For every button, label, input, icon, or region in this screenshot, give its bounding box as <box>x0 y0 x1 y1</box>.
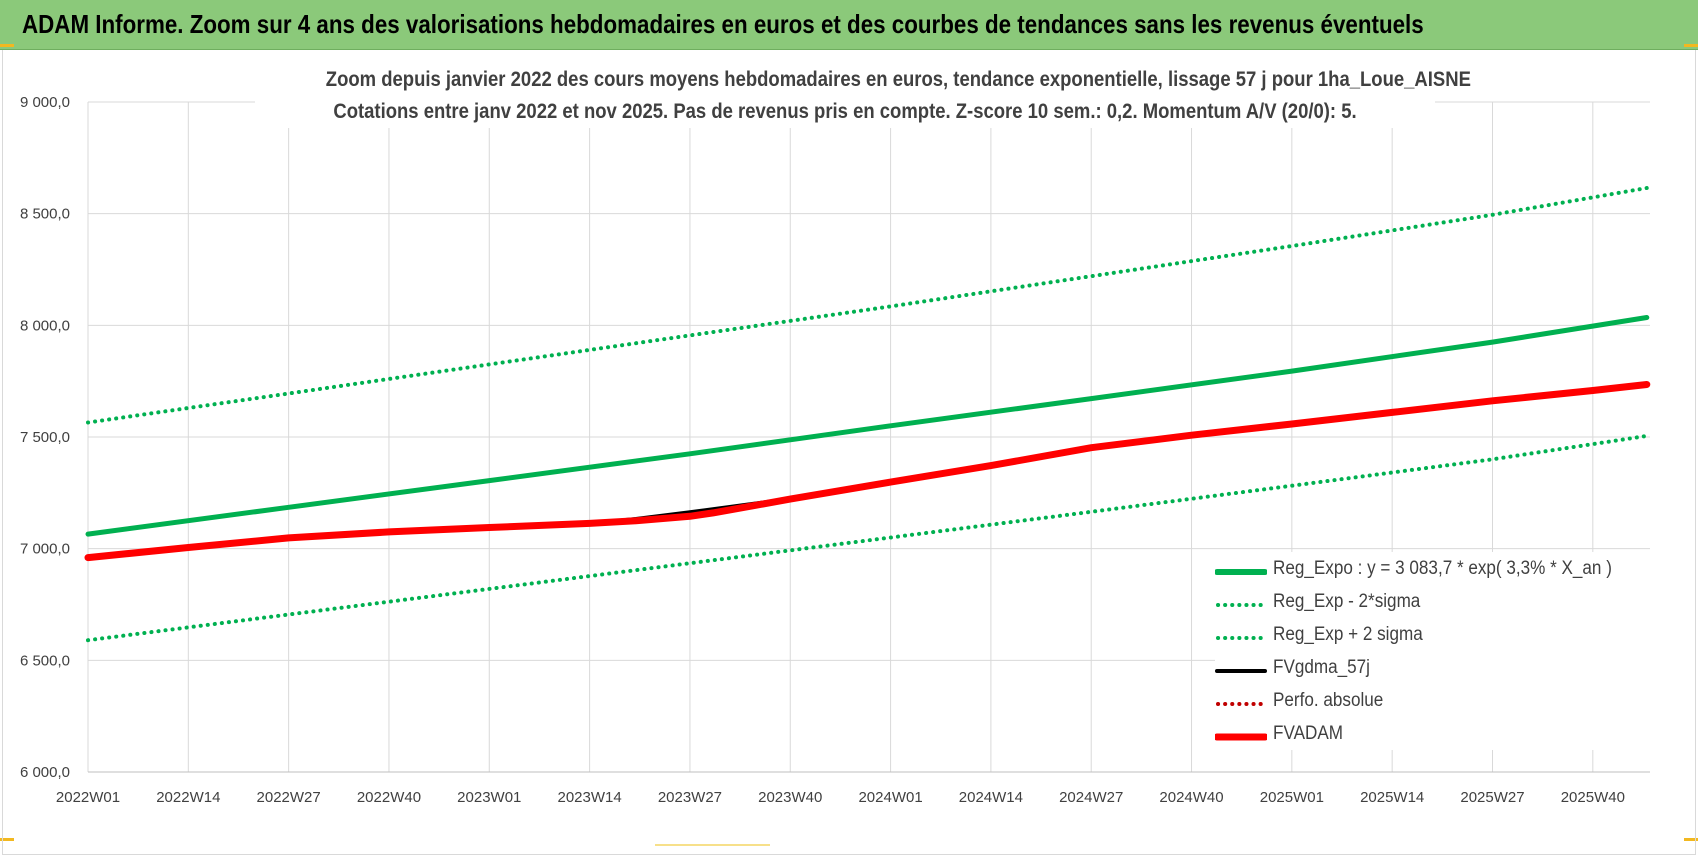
corner-accent-bottom-right <box>1684 838 1698 841</box>
x-tick-label: 2022W27 <box>257 789 321 806</box>
corner-accent-top-right <box>1684 44 1698 47</box>
y-tick-label: 8 000,0 <box>20 317 70 334</box>
x-tick-label: 2024W14 <box>959 789 1023 806</box>
corner-accent-top-left <box>0 44 14 47</box>
legend-label: FVgdma_57j <box>1273 656 1370 678</box>
y-tick-label: 8 500,0 <box>20 206 70 223</box>
x-tick-label: 2023W40 <box>758 789 822 806</box>
x-tick-label: 2025W40 <box>1561 789 1625 806</box>
y-tick-label: 7 500,0 <box>20 429 70 446</box>
legend-item-1: Reg_Exp - 2*sigma <box>1215 585 1655 618</box>
legend-swatch <box>1214 564 1268 575</box>
x-tick-label: 2023W27 <box>658 789 722 806</box>
x-tick-label: 2023W01 <box>457 789 521 806</box>
x-tick-label: 2025W14 <box>1360 789 1424 806</box>
legend-swatch <box>1213 729 1269 740</box>
series-line-5 <box>84 381 1651 562</box>
legend-item-4: Perfo. absolue <box>1215 684 1655 717</box>
corner-accent-bottom-left <box>0 838 14 841</box>
banner: ADAM Informe. Zoom sur 4 ans des valoris… <box>0 0 1698 50</box>
x-tick-label: 2024W01 <box>858 789 922 806</box>
legend-swatch <box>1215 696 1267 706</box>
legend-label: FVADAM <box>1273 722 1343 744</box>
legend-label: Reg_Exp + 2 sigma <box>1273 623 1423 645</box>
series-line-1 <box>86 433 1649 643</box>
legend-label: Reg_Exp - 2*sigma <box>1273 590 1421 612</box>
x-tick-label: 2022W40 <box>357 789 421 806</box>
bottom-accent-line <box>655 844 770 846</box>
legend-item-0: Reg_Expo : y = 3 083,7 * exp( 3,3% * X_a… <box>1214 552 1655 585</box>
legend-item-5: FVADAM <box>1213 717 1655 750</box>
banner-title: ADAM Informe. Zoom sur 4 ans des valoris… <box>22 9 1424 39</box>
legend-swatch <box>1215 663 1267 673</box>
x-tick-label: 2024W27 <box>1059 789 1123 806</box>
y-tick-label: 6 000,0 <box>20 764 70 781</box>
chart-title: Zoom depuis janvier 2022 des cours moyen… <box>325 68 1471 91</box>
x-axis-ticks: 2022W01 2022W14 2022W27 2022W40 2023W01 2023W… <box>56 789 1625 806</box>
chart-subtitle: Cotations entre janv 2022 et nov 2025. P… <box>333 100 1357 123</box>
legend-swatch <box>1215 597 1267 607</box>
y-axis-ticks: 6 000,0 6 500,0 7 000,0 7 500,0 8 000,0 8 500… <box>20 94 70 781</box>
legend: Reg_Expo : y = 3 083,7 * exp( 3,3% * X_a… <box>1213 552 1655 750</box>
legend-label: Perfo. absolue <box>1273 689 1384 711</box>
y-tick-label: 6 500,0 <box>20 652 70 669</box>
series-lines <box>84 186 1651 643</box>
y-tick-label: 7 000,0 <box>20 541 70 558</box>
legend-item-3: FVgdma_57j <box>1215 651 1655 684</box>
y-tick-label: 9 000,0 <box>20 94 70 111</box>
series-line-2 <box>86 186 1649 425</box>
x-tick-label: 2022W14 <box>156 789 220 806</box>
legend-label: Reg_Expo : y = 3 083,7 * exp( 3,3% * X_a… <box>1273 557 1612 579</box>
legend-swatch <box>1215 630 1267 640</box>
chart-title-block: Zoom depuis janvier 2022 des cours moyen… <box>255 64 1471 128</box>
x-tick-label: 2025W27 <box>1460 789 1524 806</box>
x-tick-label: 2023W14 <box>557 789 621 806</box>
series-line-0 <box>85 315 1650 537</box>
x-tick-label: 2024W40 <box>1159 789 1223 806</box>
legend-item-2: Reg_Exp + 2 sigma <box>1215 618 1655 651</box>
x-tick-label: 2022W01 <box>56 789 120 806</box>
chart-frame <box>2 50 1696 855</box>
x-tick-label: 2025W01 <box>1260 789 1324 806</box>
